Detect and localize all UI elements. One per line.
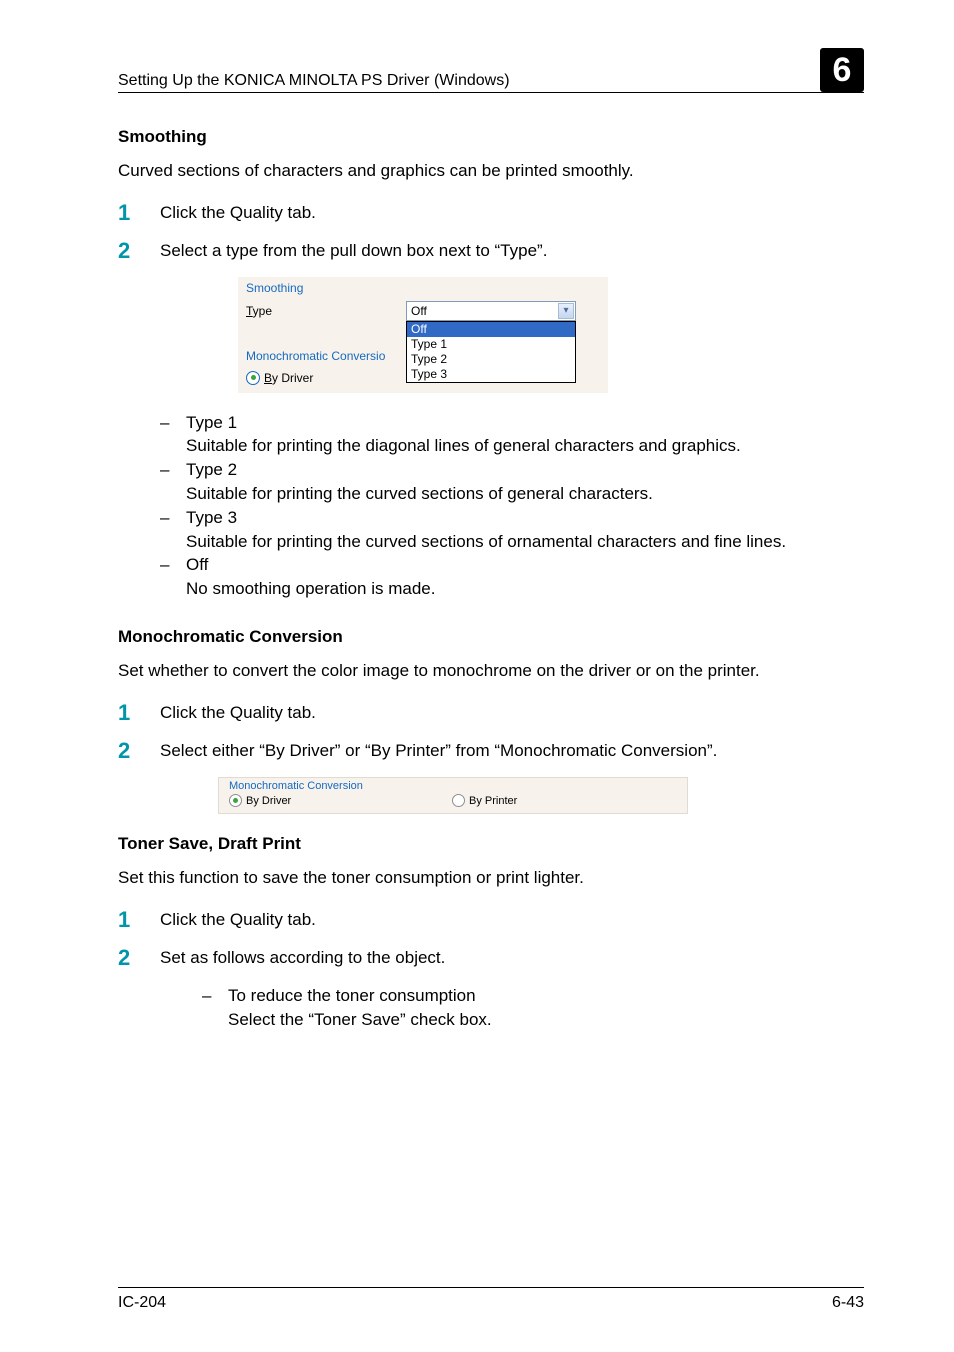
- group-label: Smoothing: [246, 281, 600, 295]
- bullet-desc: Suitable for printing the diagonal lines…: [186, 434, 864, 458]
- step-number: 2: [118, 239, 160, 263]
- page-header-title: Setting Up the KONICA MINOLTA PS Driver …: [118, 72, 820, 90]
- combo-option[interactable]: Off: [407, 322, 575, 337]
- bullet-title: Type 2: [186, 458, 864, 482]
- bullet-desc: No smoothing operation is made.: [186, 577, 864, 601]
- bullet-title: To reduce the toner consumption: [228, 984, 864, 1008]
- step-text: Click the Quality tab.: [160, 701, 864, 725]
- mono-intro: Set whether to convert the color image t…: [118, 659, 864, 683]
- by-driver-radio[interactable]: By Driver: [246, 371, 313, 385]
- chevron-down-icon[interactable]: ▾: [558, 303, 574, 319]
- combo-option[interactable]: Type 1: [407, 337, 575, 352]
- group-label: Monochromatic Conversion: [229, 780, 675, 792]
- type-combobox[interactable]: Off ▾: [406, 301, 576, 321]
- smoothing-dialog-screenshot: Smoothing Type Off ▾ Off Type 1 Type: [238, 277, 864, 393]
- step-text: Click the Quality tab.: [160, 201, 864, 225]
- toner-intro: Set this function to save the toner cons…: [118, 866, 864, 890]
- combo-option[interactable]: Type 2: [407, 352, 575, 367]
- step-text: Select a type from the pull down box nex…: [160, 239, 864, 263]
- step-text: Select either “By Driver” or “By Printer…: [160, 739, 864, 763]
- step-number: 1: [118, 701, 160, 725]
- bullet-desc: Select the “Toner Save” check box.: [228, 1008, 864, 1032]
- by-driver-radio[interactable]: [229, 794, 242, 807]
- footer-left: IC-204: [118, 1294, 166, 1312]
- mono-heading: Monochromatic Conversion: [118, 627, 864, 647]
- smoothing-intro: Curved sections of characters and graphi…: [118, 159, 864, 183]
- by-printer-radio[interactable]: [452, 794, 465, 807]
- chapter-number-badge: 6: [820, 48, 864, 92]
- step-text: Set as follows according to the object.: [160, 946, 864, 970]
- mono-dialog-screenshot: Monochromatic Conversion By Driver By Pr…: [218, 777, 864, 814]
- mono-conversion-label: Monochromatic Conversio: [246, 349, 406, 363]
- type-label: Type: [246, 304, 406, 318]
- step-number: 1: [118, 201, 160, 225]
- bullet-desc: Suitable for printing the curved section…: [186, 482, 864, 506]
- combo-option[interactable]: Type 3: [407, 367, 575, 382]
- step-number: 2: [118, 739, 160, 763]
- radio-label: By Driver: [246, 795, 291, 807]
- smoothing-heading: Smoothing: [118, 127, 864, 147]
- bullet-title: Off: [186, 553, 864, 577]
- footer-right: 6-43: [832, 1294, 864, 1312]
- bullet-title: Type 3: [186, 506, 864, 530]
- radio-label: By Printer: [469, 795, 517, 807]
- step-number: 1: [118, 908, 160, 932]
- step-number: 2: [118, 946, 160, 970]
- bullet-desc: Suitable for printing the curved section…: [186, 530, 864, 554]
- step-text: Click the Quality tab.: [160, 908, 864, 932]
- type-combobox-list[interactable]: Off Type 1 Type 2 Type 3: [406, 321, 576, 383]
- toner-heading: Toner Save, Draft Print: [118, 834, 864, 854]
- bullet-title: Type 1: [186, 411, 864, 435]
